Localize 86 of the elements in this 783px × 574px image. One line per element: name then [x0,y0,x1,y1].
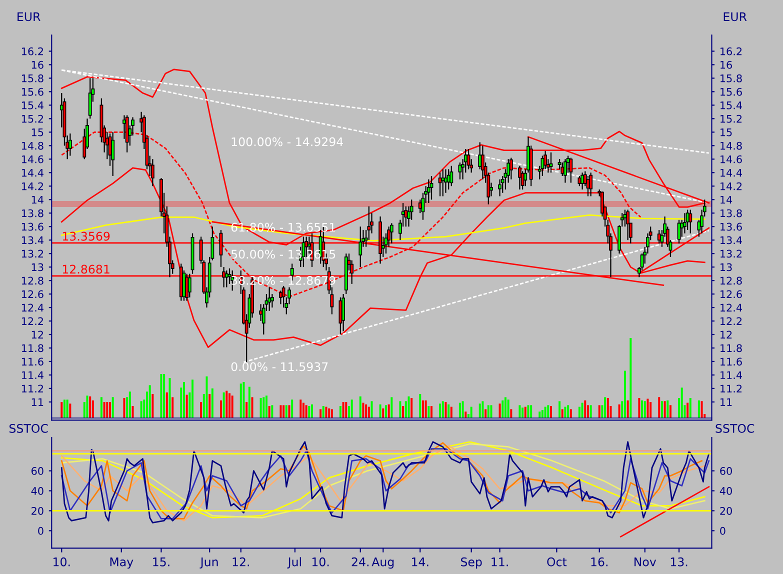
y2-tick-label: 15.6 [720,88,742,96]
y-tick-label: 16.2 [22,47,43,56]
y-tick-label: 13.4 [22,236,44,244]
x-tick-label: 12. [232,557,249,566]
y-tick-label: 12.8 [22,276,44,285]
y-tick-label: 11.2 [22,384,43,392]
y2-tick-label: 20 [720,506,732,515]
y-tick-label: 0 [38,526,44,535]
y2-tick-label: 15 [720,128,732,136]
x-tick-label: 13. [670,557,688,566]
x-tick-label: 16. [591,557,608,566]
y2-tick-label: 13 [720,263,732,272]
y2-tick-label: 15.8 [720,74,742,82]
y2-tick-label: 14.8 [720,142,742,150]
x-tick-label: 10. [312,557,329,566]
x-tick-label: Aug [372,558,394,569]
y2-tick-label: 11 [720,398,732,406]
y-tick-label: 15.4 [22,102,44,110]
y2-tick-label: 13.2 [720,250,742,258]
y-tick-label: 11.4 [22,371,44,379]
y2-tick-label: 40 [720,487,732,495]
y-tick-label: 13.2 [22,250,43,258]
y-tick-label: 13.6 [22,222,44,231]
y2-tick-label: 11.8 [720,344,742,352]
x-tick-label: Nov [634,558,656,566]
y-tick-label: 11 [32,398,44,406]
y-tick-label: 13 [32,263,44,272]
x-tick-label: 11. [492,558,508,566]
y2-tick-label: 0 [720,526,726,535]
y-tick-label: 14 [32,196,44,204]
y-tick-label: 16 [32,60,44,69]
y2-tick-label: 14.2 [720,182,742,190]
x-tick-label: 14. [412,558,428,566]
y2-tick-label: 12.2 [720,317,742,325]
y-tick-label: 14.2 [22,182,43,190]
y2-tick-label: 60 [720,467,732,475]
y2-tick-label: 14 [720,196,732,204]
y-tick-label: 15.6 [22,88,44,96]
y-tick-label: 14.4 [22,168,44,177]
x-tick-label: 15. [153,558,170,566]
y2-tick-label: 11.6 [720,358,742,366]
x-tick-label: Jul [287,557,301,569]
y-tick-label: 11.8 [22,344,44,352]
y-tick-label: 15.2 [22,114,43,123]
x-tick-label: 24. [352,557,368,566]
y2-tick-label: 16 [720,60,732,69]
y2-tick-label: 13.8 [720,209,742,218]
y2-tick-label: 15.4 [720,102,742,110]
y-tick-label: 13.8 [22,209,44,218]
y2-tick-label: 11.4 [720,371,742,379]
x-tick-label: Jun [200,558,218,569]
y-axis-title: EUR [18,12,40,22]
y-tick-label: 14.8 [22,142,44,150]
y-tick-label: 11.6 [22,358,44,366]
ref-line-label: 12.8681 [62,264,110,274]
y2-tick-label: 14.6 [720,155,742,164]
x-tick-label: 10. [54,557,70,566]
y-tick-label: 15.8 [22,74,44,82]
ref-line-label: 13.3569 [62,232,110,241]
y-tick-label: 40 [31,487,44,495]
x-tick-label: Sep [460,557,482,569]
y2-tick-label: 13.6 [720,222,742,231]
y-tick-label: 12.6 [22,290,44,298]
x-tick-label: Oct [547,557,567,566]
y2-tick-label: 12.6 [720,290,742,298]
y2-tick-label: 15.2 [720,114,742,123]
y-tick-label: 20 [32,506,44,515]
y2-tick-label: 12.4 [720,304,742,312]
y-tick-label: 12.4 [22,304,44,312]
x-tick-label: May [110,558,134,569]
y2-tick-label: 11.2 [720,384,742,392]
y2-tick-label: 14.4 [720,168,742,177]
y2-axis-title: SSTOC [716,424,754,433]
y-tick-label: 12.2 [22,317,43,325]
y-tick-label: 60 [32,467,44,475]
y2-tick-label: 12 [720,330,732,338]
y2-tick-label: 12.8 [720,276,742,285]
y2-tick-label: 16.2 [720,47,742,56]
y-tick-label: 15 [32,128,44,136]
annotation: 0.00% - 11.5937 [231,362,328,372]
annotation: 100.00% - 14.9294 [232,137,344,146]
y-axis-title: SSTOC [9,424,48,433]
y2-axis-title: EUR [724,12,747,22]
y2-tick-label: 13.4 [720,236,742,244]
y-tick-label: 12 [32,330,43,338]
y-tick-label: 14.6 [22,155,44,164]
